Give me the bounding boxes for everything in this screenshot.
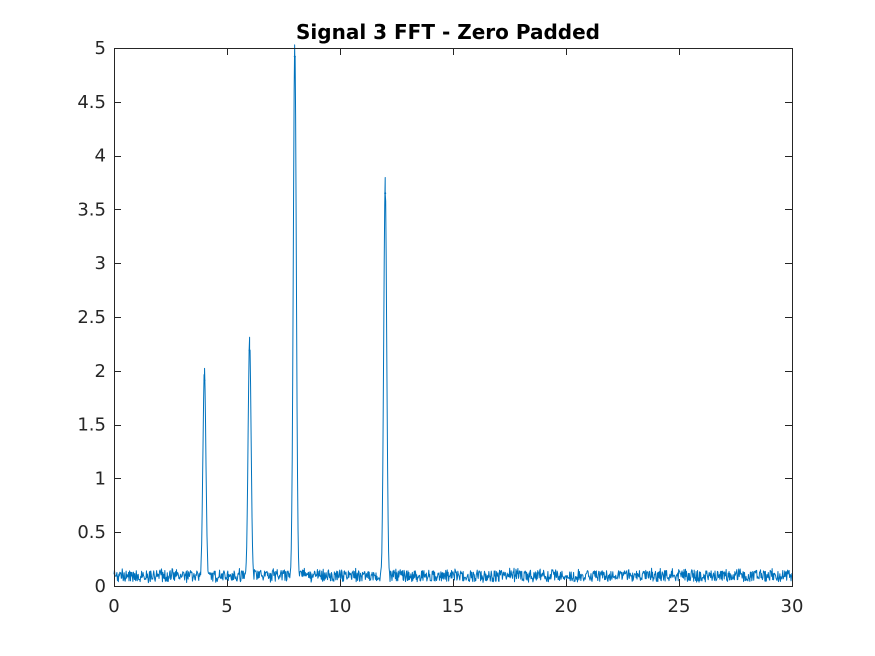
peak-points <box>203 55 387 382</box>
x-tick-label: 15 <box>442 596 465 617</box>
chart-title: Signal 3 FFT - Zero Padded <box>296 20 600 44</box>
x-tick-label: 0 <box>108 596 119 617</box>
plot-frame <box>114 48 793 587</box>
fft-magnitude-line <box>113 44 793 584</box>
peak-point <box>293 55 296 58</box>
y-tick-label: 1 <box>95 468 106 489</box>
y-tick-label: 3 <box>95 253 106 274</box>
x-tick-label: 5 <box>221 596 232 617</box>
y-tick-label: 5 <box>95 38 106 59</box>
y-tick-label: 1.5 <box>77 415 106 436</box>
tick-labels: 0 5 10 15 20 25 30 0 0.5 1 1.5 2 2.5 3 3.5 4 4.5 5 <box>77 38 803 617</box>
x-tick-label: 30 <box>781 596 804 617</box>
y-tick-label: 2 <box>95 361 106 382</box>
y-tick-label: 0 <box>95 576 106 597</box>
peak-point <box>203 379 206 382</box>
peak-point <box>248 349 251 352</box>
y-tick-label: 0.5 <box>77 522 106 543</box>
y-tick-label: 4.5 <box>77 92 106 113</box>
x-tick-label: 20 <box>555 596 578 617</box>
y-tick-label: 3.5 <box>77 199 106 220</box>
y-tick-label: 4 <box>95 146 106 167</box>
x-tick-label: 25 <box>668 596 691 617</box>
plot-area <box>114 48 792 586</box>
y-tick-label: 2.5 <box>77 307 106 328</box>
x-tick-label: 10 <box>329 596 352 617</box>
peak-point <box>384 192 387 195</box>
